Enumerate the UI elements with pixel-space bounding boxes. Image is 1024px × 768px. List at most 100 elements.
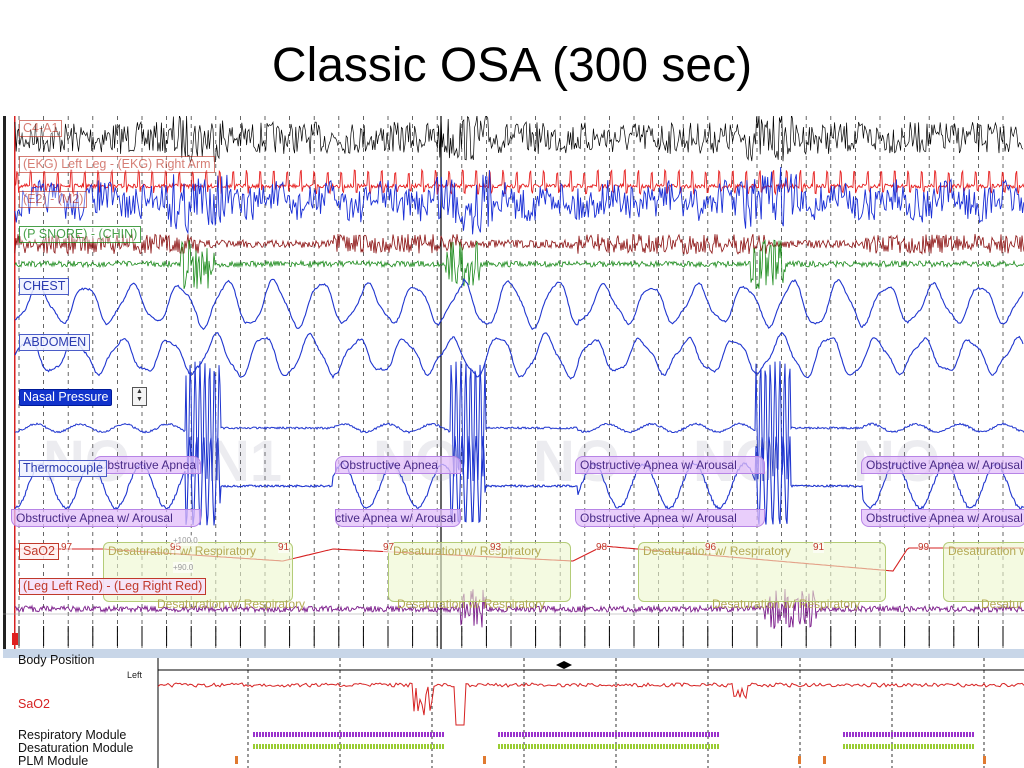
respiratory-event-mark [528, 732, 530, 737]
apnea-event-label[interactable]: Obstructive Apnea w/ Arousal [335, 509, 461, 527]
desaturation-event-mark [621, 744, 623, 749]
channel-label-legs[interactable]: (Leg Left Red) - (Leg Right Red) [19, 578, 207, 595]
channel-label-chest[interactable]: CHEST [19, 278, 70, 295]
respiratory-event-mark [696, 732, 698, 737]
spin-up-icon[interactable]: ▲ [136, 388, 143, 395]
apnea-event-label[interactable]: Obstructive Apnea w/ Arousal [575, 456, 765, 474]
channel-label-snore-chin[interactable]: (P SNORE) - (CHIN) [19, 226, 142, 243]
respiratory-event-mark [259, 732, 261, 737]
respiratory-event-mark [322, 732, 324, 737]
respiratory-event-mark [972, 732, 974, 737]
apnea-event-label[interactable]: Obstructive Apnea w/ Arousal [93, 456, 201, 474]
desaturation-event-mark [256, 744, 258, 749]
channel-label-nasal-pressure[interactable]: Nasal Pressure [19, 389, 113, 406]
respiratory-event-mark [301, 732, 303, 737]
channel-label-eog[interactable]: (E2) - (M2) [19, 191, 88, 208]
respiratory-event-mark [256, 732, 258, 737]
desaturation-event-mark [951, 744, 953, 749]
desaturation-event-mark [843, 744, 845, 749]
respiratory-event-mark [888, 732, 890, 737]
apnea-event-label[interactable]: Obstructive Apnea w/ Arousal [11, 509, 201, 527]
desaturation-event-mark [864, 744, 866, 749]
respiratory-event-mark [504, 732, 506, 737]
apnea-event-label[interactable]: Obstructive Apnea [335, 456, 461, 474]
desaturation-event-mark [576, 744, 578, 749]
desaturation-event-mark [504, 744, 506, 749]
desaturation-event-mark [942, 744, 944, 749]
desaturation-event-mark [705, 744, 707, 749]
psg-tracing-panel[interactable]: NO N1 NO NO NO NO Obstructive Apnea w/ A… [3, 116, 1024, 768]
desaturation-event-mark [340, 744, 342, 749]
channel-label-ekg[interactable]: (EKG) Left Leg - (EKG) Right Arm [19, 156, 215, 173]
respiratory-event-mark [385, 732, 387, 737]
respiratory-event-mark [400, 732, 402, 737]
respiratory-event-mark [600, 732, 602, 737]
respiratory-event-mark [522, 732, 524, 737]
channel-label-thermocouple[interactable]: Thermocouple [19, 460, 107, 477]
respiratory-event-mark [849, 732, 851, 737]
desaturation-event-mark [319, 744, 321, 749]
desaturation-event-mark [681, 744, 683, 749]
desaturation-event-mark [418, 744, 420, 749]
desaturation-event-mark [307, 744, 309, 749]
respiratory-event-mark [921, 732, 923, 737]
desaturation-event-mark [385, 744, 387, 749]
desaturation-event-mark [603, 744, 605, 749]
desaturation-event-mark [879, 744, 881, 749]
desaturation-event-mark [924, 744, 926, 749]
respiratory-event-mark [546, 732, 548, 737]
desaturation-event-mark [960, 744, 962, 749]
desaturation-event-mark [936, 744, 938, 749]
channel-label-abdomen[interactable]: ABDOMEN [19, 334, 91, 351]
apnea-event-label[interactable]: Obstructive Apnea w/ Arousal [575, 509, 765, 527]
channel-label-eeg[interactable]: C4-A1 [19, 120, 63, 137]
respiratory-event-mark [651, 732, 653, 737]
channel-scale-spinner[interactable]: ▲ ▼ [132, 387, 147, 406]
spin-down-icon[interactable]: ▼ [136, 396, 143, 403]
desaturation-event-mark [516, 744, 518, 749]
desaturation-event-mark [666, 744, 668, 749]
respiratory-event-mark [690, 732, 692, 737]
channel-label-sao2[interactable]: SaO2 [19, 543, 59, 560]
respiratory-event-mark [337, 732, 339, 737]
respiratory-event-mark [876, 732, 878, 737]
time-cursor-line [14, 116, 16, 656]
respiratory-event-mark [501, 732, 503, 737]
desaturation-event-mark [639, 744, 641, 749]
respiratory-event-mark [307, 732, 309, 737]
respiratory-event-mark [966, 732, 968, 737]
desaturation-event-mark [558, 744, 560, 749]
desaturation-event[interactable]: Desaturation w/ Respiratory [638, 542, 886, 602]
respiratory-event-mark [283, 732, 285, 737]
respiratory-event-mark [274, 732, 276, 737]
respiratory-event-mark [924, 732, 926, 737]
respiratory-event-mark [412, 732, 414, 737]
respiratory-event-mark [388, 732, 390, 737]
respiratory-event-mark [397, 732, 399, 737]
desaturation-event-mark [498, 744, 500, 749]
desaturation-event-mark [693, 744, 695, 749]
desaturation-event-lower: Desatur [981, 597, 1024, 611]
apnea-event-label[interactable]: Obstructive Apnea w/ Arousal [861, 509, 1024, 527]
event-text: Desaturation w/ Respiratory [393, 544, 542, 558]
respiratory-event-mark [627, 732, 629, 737]
desaturation-event-mark [334, 744, 336, 749]
desaturation-event-mark [561, 744, 563, 749]
desaturation-event-mark [870, 744, 872, 749]
respiratory-event-mark [681, 732, 683, 737]
desaturation-event-mark [298, 744, 300, 749]
desaturation-event-mark [594, 744, 596, 749]
desaturation-event-mark [963, 744, 965, 749]
desaturation-event-mark [433, 744, 435, 749]
desaturation-event[interactable]: Desaturation w/ Respiratory [388, 542, 571, 602]
desaturation-event-mark [415, 744, 417, 749]
respiratory-event-mark [558, 732, 560, 737]
respiratory-event-mark [864, 732, 866, 737]
desaturation-event-mark [846, 744, 848, 749]
respiratory-event-mark [903, 732, 905, 737]
apnea-event-label[interactable]: Obstructive Apnea w/ Arousal [861, 456, 1024, 474]
respiratory-event-mark [861, 732, 863, 737]
respiratory-event-mark [711, 732, 713, 737]
desaturation-event-mark [439, 744, 441, 749]
desaturation-event[interactable]: Desaturation w/ [943, 542, 1024, 602]
